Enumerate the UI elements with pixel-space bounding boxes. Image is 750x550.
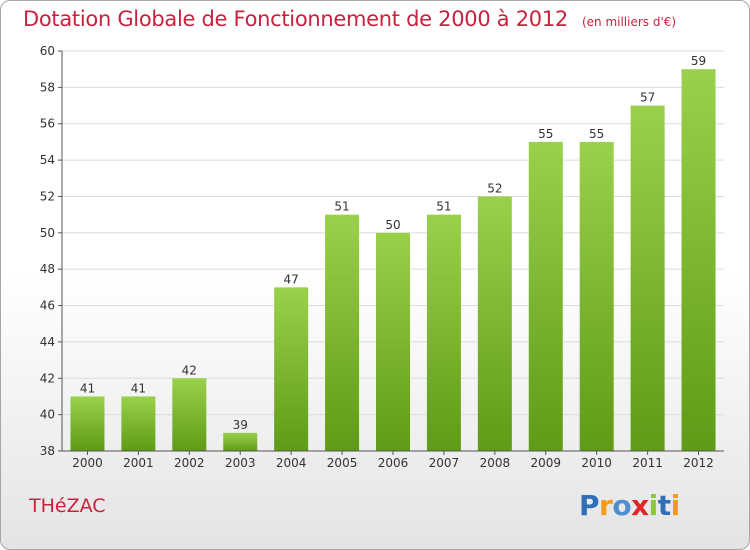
bar-value-label: 42 [182, 363, 197, 377]
x-tick-label: 2012 [683, 456, 714, 470]
y-tick-label: 42 [40, 371, 55, 385]
logo-letter: x [631, 489, 649, 522]
x-tick-label: 2011 [632, 456, 663, 470]
bar-value-label: 59 [691, 54, 706, 68]
town-name: THéZAC [29, 495, 106, 517]
x-tick-label: 2005 [327, 456, 358, 470]
bars [70, 69, 716, 451]
bar-value-label: 51 [334, 200, 349, 214]
bar-value-label: 50 [385, 218, 400, 232]
bar [70, 396, 105, 451]
bar-value-label: 39 [233, 418, 248, 432]
bar [274, 287, 309, 451]
x-tick-label: 2001 [123, 456, 154, 470]
y-tick-label: 40 [40, 408, 55, 422]
y-tick-label: 56 [40, 117, 55, 131]
y-tick-label: 46 [40, 299, 55, 313]
x-tick-label: 2000 [72, 456, 103, 470]
bar-value-label: 52 [487, 181, 502, 195]
x-tick-label: 2010 [581, 456, 612, 470]
x-tick-label: 2007 [429, 456, 460, 470]
unit-note: (en milliers d'€) [581, 15, 677, 29]
bar [376, 232, 410, 451]
x-tick-label: 2008 [480, 456, 511, 470]
logo-letter: i [670, 489, 681, 522]
bar-value-label: 51 [436, 200, 451, 214]
bar-value-label: 57 [640, 91, 655, 105]
bar [579, 141, 614, 451]
y-tick-label: 44 [40, 335, 55, 349]
bar [477, 196, 512, 451]
chart-title: Dotation Globale de Fonctionnement de 20… [23, 7, 676, 31]
bar [681, 69, 716, 451]
logo-letter: r [599, 489, 613, 522]
bar-value-label: 47 [284, 272, 299, 286]
bar [630, 105, 665, 451]
bar-value-label: 55 [538, 127, 553, 141]
logo-letter: t [657, 489, 671, 522]
proxiti-logo: Proxiti [579, 489, 680, 522]
title-text: Dotation Globale de Fonctionnement de 20… [23, 7, 568, 31]
bar-value-label: 55 [589, 127, 604, 141]
x-tick-label: 2003 [225, 456, 256, 470]
x-tick-label: 2009 [530, 456, 561, 470]
bar [325, 214, 360, 451]
bar [172, 378, 207, 451]
axes [58, 50, 724, 455]
bar [528, 141, 563, 451]
bar-value-label: 41 [80, 381, 95, 395]
y-tick-label: 50 [40, 226, 55, 240]
x-tick-label: 2002 [174, 456, 205, 470]
y-tick-label: 58 [40, 80, 55, 94]
y-tick-label: 38 [40, 444, 55, 458]
bar-value-label: 41 [131, 381, 146, 395]
logo-letter: P [579, 489, 600, 522]
bar [121, 396, 156, 451]
y-tick-label: 60 [40, 44, 55, 58]
bar [426, 214, 461, 451]
labels: 38 40 42 44 46 48 50 52 54 56 58 60 41 2000 41 2001 42 20… [40, 44, 714, 470]
bar [223, 432, 258, 451]
y-tick-label: 48 [40, 262, 55, 276]
y-tick-label: 52 [40, 189, 55, 203]
y-tick-label: 54 [40, 153, 55, 167]
x-tick-label: 2006 [378, 456, 409, 470]
logo-letter: o [612, 489, 632, 522]
x-tick-label: 2004 [276, 456, 307, 470]
logo-letter: i [648, 489, 659, 522]
